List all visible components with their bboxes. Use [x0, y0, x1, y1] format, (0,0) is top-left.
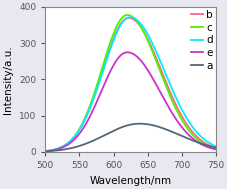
- a: [122, 125, 125, 128]
- Y-axis label: Intensity/a.u.: Intensity/a.u.: [3, 45, 13, 114]
- c: [178, 115, 180, 117]
- c: [52, 149, 55, 151]
- b: [52, 149, 55, 151]
- c: [126, 14, 129, 16]
- e: [125, 51, 128, 53]
- Line: b: b: [45, 18, 215, 151]
- b: [126, 17, 129, 19]
- b: [214, 147, 216, 149]
- e: [52, 149, 55, 151]
- a: [214, 146, 216, 149]
- d: [214, 145, 216, 147]
- d: [52, 149, 55, 151]
- d: [126, 16, 129, 19]
- b: [122, 19, 125, 21]
- e: [214, 148, 216, 150]
- Line: d: d: [45, 17, 215, 151]
- c: [44, 150, 47, 152]
- c: [209, 146, 211, 149]
- b: [44, 150, 47, 152]
- e: [209, 147, 212, 149]
- e: [122, 52, 125, 54]
- Line: a: a: [45, 124, 215, 151]
- c: [214, 148, 216, 150]
- a: [209, 145, 212, 148]
- e: [209, 147, 211, 149]
- b: [209, 145, 212, 147]
- b: [209, 145, 211, 147]
- e: [178, 123, 180, 125]
- a: [44, 150, 47, 153]
- d: [209, 143, 212, 145]
- a: [52, 149, 55, 152]
- e: [126, 51, 129, 53]
- Line: e: e: [45, 52, 215, 151]
- d: [178, 104, 180, 107]
- Legend: b, c, d, e, a: b, c, d, e, a: [189, 9, 213, 72]
- c: [209, 146, 212, 149]
- d: [122, 20, 125, 22]
- c: [125, 14, 128, 16]
- d: [128, 16, 131, 18]
- a: [126, 124, 129, 126]
- b: [127, 17, 129, 19]
- d: [209, 143, 211, 145]
- b: [178, 111, 180, 113]
- d: [44, 150, 47, 152]
- Line: c: c: [45, 15, 215, 151]
- X-axis label: Wavelength/nm: Wavelength/nm: [89, 176, 171, 186]
- a: [138, 122, 140, 125]
- a: [178, 134, 180, 136]
- c: [122, 15, 125, 17]
- a: [209, 145, 211, 148]
- e: [44, 150, 47, 152]
